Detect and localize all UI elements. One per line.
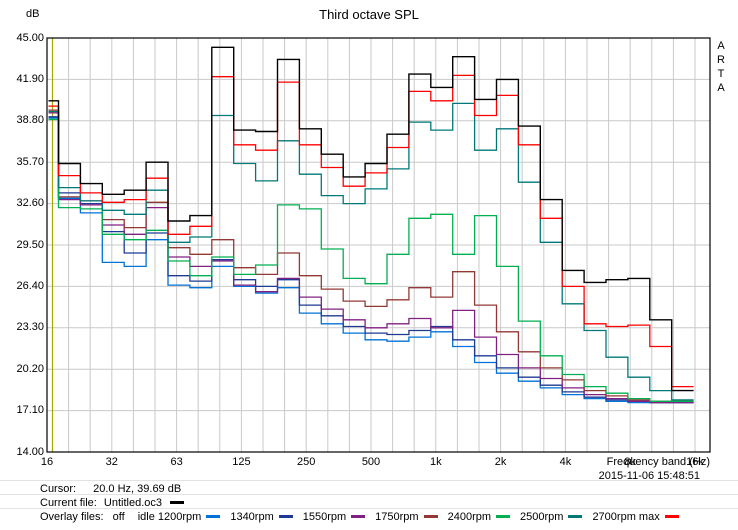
x-tick-label: 125 bbox=[232, 456, 251, 468]
cursor-label: Cursor: bbox=[40, 483, 77, 495]
legend-label: idle 1200rpm bbox=[137, 511, 202, 523]
legend-label: 1750rpm bbox=[375, 511, 419, 523]
y-tick-label: 32.60 bbox=[16, 197, 44, 210]
y-tick-label: 41.90 bbox=[16, 72, 44, 85]
status-current-file-row: Current file: Untitled.oc3 bbox=[40, 497, 185, 509]
x-tick-label: 63 bbox=[170, 456, 183, 468]
y-tick-label: 45.00 bbox=[16, 31, 44, 44]
legend-label: 2400rpm bbox=[447, 511, 492, 523]
cursor-value: 20.0 Hz, 39.69 dB bbox=[93, 483, 182, 495]
legend-label: 2500rpm bbox=[520, 511, 564, 523]
arta-watermark-letter: T bbox=[717, 68, 725, 80]
arta-watermark-letter: A bbox=[717, 40, 725, 52]
legend-marker bbox=[496, 514, 511, 518]
legend-marker bbox=[206, 514, 221, 518]
series-2400rpm bbox=[48, 118, 694, 402]
y-tick-label: 20.20 bbox=[16, 362, 44, 375]
x-tick-label: 1k bbox=[429, 456, 442, 468]
x-axis-title: Frequency band (Hz) bbox=[606, 456, 710, 468]
overlay-state: off bbox=[112, 511, 125, 523]
status-cursor-row: Cursor: 20.0 Hz, 39.69 dB bbox=[40, 483, 181, 495]
legend-marker bbox=[664, 514, 679, 518]
x-tick-label: 8k bbox=[624, 456, 636, 468]
y-tick-label: 38.80 bbox=[16, 114, 44, 127]
current-file-marker bbox=[170, 500, 185, 504]
x-tick-label: 32 bbox=[105, 456, 118, 468]
arta-watermark-letter: A bbox=[717, 82, 725, 94]
y-tick-label: 35.70 bbox=[16, 155, 44, 168]
legend-marker bbox=[423, 514, 438, 518]
current-file-name: Untitled.oc3 bbox=[103, 497, 163, 509]
legend-marker bbox=[568, 514, 583, 518]
x-tick-label: 16k bbox=[686, 456, 704, 468]
status-separator bbox=[0, 508, 738, 509]
legend-marker bbox=[351, 514, 366, 518]
y-tick-label: 14.00 bbox=[16, 445, 44, 458]
x-tick-label: 500 bbox=[361, 456, 381, 468]
overlay-legend: idle 1200rpm 1340rpm 1550rpm 1750rpm 2400rpm… bbox=[128, 511, 679, 523]
x-tick-label: 2k bbox=[494, 456, 507, 468]
overlay-files-label: Overlay files: bbox=[40, 511, 104, 523]
y-axis-unit-label: dB bbox=[26, 8, 40, 20]
chart-title: Third octave SPL bbox=[319, 7, 419, 22]
status-separator bbox=[0, 494, 738, 495]
series-current-file bbox=[48, 46, 694, 392]
timestamp: 2015-11-06 15:48:51 bbox=[598, 470, 700, 482]
x-tick-label: 4k bbox=[559, 456, 572, 468]
status-separator bbox=[0, 480, 738, 481]
y-tick-label: 23.30 bbox=[16, 321, 44, 334]
legend-label: 1550rpm bbox=[302, 511, 347, 523]
y-tick-label: 26.40 bbox=[16, 279, 44, 292]
x-tick-label: 16 bbox=[40, 456, 54, 468]
current-file-label: Current file: bbox=[40, 497, 97, 509]
legend-label: 1340rpm bbox=[230, 511, 274, 523]
arta-watermark-letter: R bbox=[717, 54, 725, 66]
status-overlay-row: Overlay files: off idle 1200rpm 1340rpm 15… bbox=[40, 511, 679, 523]
x-tick-label: 250 bbox=[297, 456, 316, 468]
y-tick-label: 29.50 bbox=[16, 238, 44, 251]
legend-label: 2700rpm max bbox=[592, 511, 660, 523]
legend-marker bbox=[278, 514, 293, 518]
y-tick-label: 17.10 bbox=[16, 404, 44, 417]
